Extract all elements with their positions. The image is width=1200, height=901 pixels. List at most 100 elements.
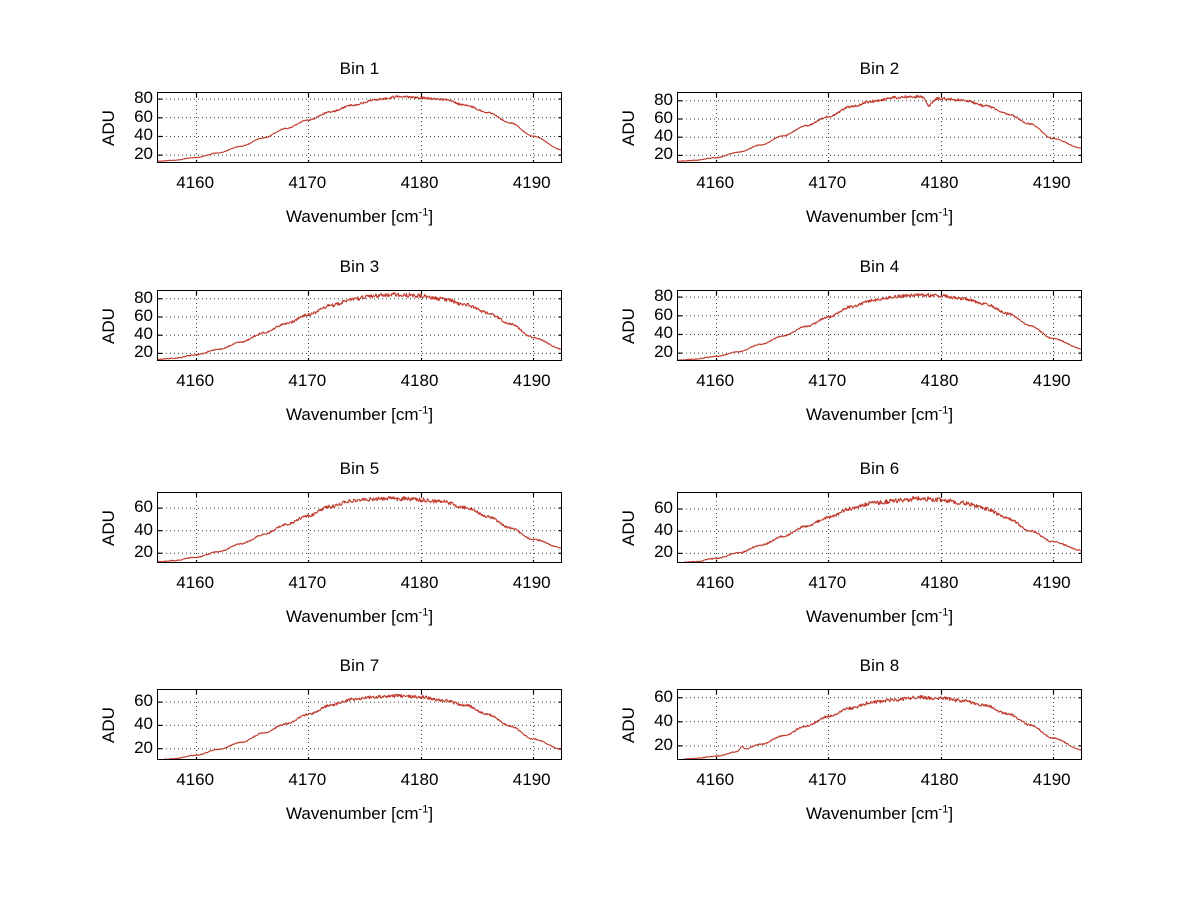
x-tick-label: 4190 (512, 770, 551, 789)
x-axis-label-exponent: -1 (418, 606, 429, 619)
plot-area (677, 92, 1082, 163)
y-tick-label: 60 (654, 498, 673, 518)
y-tick-label: 40 (654, 710, 673, 730)
y-tick-labels: 20 40 60 (629, 492, 673, 563)
y-tick-label: 80 (134, 287, 153, 307)
y-tick-label: 60 (654, 107, 673, 127)
y-tick-label: 60 (134, 691, 153, 711)
x-tick-label: 4180 (920, 371, 959, 390)
x-tick-label: 4170 (808, 371, 847, 390)
x-tick-label: 4190 (1032, 173, 1071, 192)
y-tick-label: 80 (134, 88, 153, 108)
x-axis-label-bracket: ] (948, 207, 954, 226)
y-tick-label: 20 (134, 542, 153, 562)
x-tick-label: 4170 (808, 573, 847, 592)
x-axis-label: Wavenumber [cm-1] (157, 607, 562, 627)
x-axis-label-bracket: ] (428, 804, 434, 823)
y-tick-label: 40 (134, 125, 153, 145)
y-tick-labels: 20 40 60 (109, 689, 153, 760)
y-tick-label: 20 (654, 542, 673, 562)
subplot-title: Bin 5 (339, 459, 380, 478)
y-tick-label: 60 (134, 106, 153, 126)
x-tick-label: 4170 (288, 573, 327, 592)
x-tick-label: 4190 (512, 173, 551, 192)
x-axis-label-bracket: ] (948, 804, 954, 823)
x-axis-label-bracket: ] (948, 405, 954, 424)
x-tick-label: 4160 (176, 371, 215, 390)
x-axis-label-bracket: ] (428, 607, 434, 626)
plot-area (157, 290, 562, 361)
x-tick-label: 4180 (400, 371, 439, 390)
x-axis-label: Wavenumber [cm-1] (157, 405, 562, 425)
y-tick-label: 20 (134, 342, 153, 362)
x-axis-label-exponent: -1 (938, 206, 949, 219)
subplot-title: Bin 7 (339, 656, 380, 675)
y-tick-label: 40 (134, 324, 153, 344)
x-axis-label-exponent: -1 (938, 803, 949, 816)
x-tick-label: 4180 (920, 770, 959, 789)
subplot-title: Bin 8 (859, 656, 900, 675)
x-axis-label-text: Wavenumber [cm (805, 607, 939, 626)
y-tick-label: 40 (134, 519, 153, 539)
x-tick-label: 4170 (808, 770, 847, 789)
x-tick-label: 4160 (696, 573, 735, 592)
x-tick-label: 4160 (696, 173, 735, 192)
x-tick-label: 4170 (288, 770, 327, 789)
x-tick-label: 4160 (696, 770, 735, 789)
y-tick-label: 20 (134, 144, 153, 164)
x-axis-label: Wavenumber [cm-1] (677, 207, 1082, 227)
y-tick-label: 20 (654, 734, 673, 754)
plot-area (157, 92, 562, 163)
x-tick-label: 4190 (512, 371, 551, 390)
y-tick-label: 40 (654, 126, 673, 146)
subplot-title: Bin 6 (859, 459, 900, 478)
y-tick-labels: 20 40 60 80 (629, 91, 673, 164)
x-axis-label-bracket: ] (948, 607, 954, 626)
y-tick-labels: 20 40 60 80 (629, 286, 673, 362)
y-tick-label: 80 (654, 286, 673, 306)
x-axis-label-text: Wavenumber [cm (285, 207, 419, 226)
y-tick-label: 20 (134, 737, 153, 757)
x-tick-label: 4180 (400, 770, 439, 789)
subplot-title: Bin 4 (859, 257, 900, 276)
y-tick-label: 40 (654, 323, 673, 343)
x-axis-label: Wavenumber [cm-1] (157, 804, 562, 824)
subplot-title: Bin 3 (339, 257, 380, 276)
y-tick-label: 60 (134, 497, 153, 517)
x-axis-label: Wavenumber [cm-1] (677, 405, 1082, 425)
y-tick-labels: 20 40 60 (629, 688, 673, 760)
y-tick-labels: 20 40 60 80 (109, 287, 153, 362)
plot-area (157, 689, 562, 760)
y-tick-label: 20 (654, 144, 673, 164)
x-axis-label-text: Wavenumber [cm (285, 405, 419, 424)
plot-area (677, 689, 1082, 760)
y-tick-label: 40 (134, 714, 153, 734)
x-tick-label: 4180 (920, 173, 959, 192)
x-tick-label: 4190 (1032, 770, 1071, 789)
x-axis-label-text: Wavenumber [cm (805, 804, 939, 823)
x-axis-label-text: Wavenumber [cm (805, 405, 939, 424)
x-tick-label: 4190 (1032, 371, 1071, 390)
x-axis-label-exponent: -1 (938, 606, 949, 619)
x-axis-label-exponent: -1 (418, 404, 429, 417)
subplot-title: Bin 2 (859, 59, 900, 78)
x-axis-label-bracket: ] (428, 207, 434, 226)
x-axis-label-exponent: -1 (938, 404, 949, 417)
y-tick-label: 20 (654, 342, 673, 362)
x-axis-label-exponent: -1 (418, 803, 429, 816)
x-tick-label: 4160 (696, 371, 735, 390)
y-tick-label: 60 (134, 305, 153, 325)
x-tick-label: 4160 (176, 770, 215, 789)
x-tick-label: 4160 (176, 173, 215, 192)
plot-area (157, 492, 562, 563)
y-tick-labels: 20 40 60 80 (109, 88, 153, 164)
